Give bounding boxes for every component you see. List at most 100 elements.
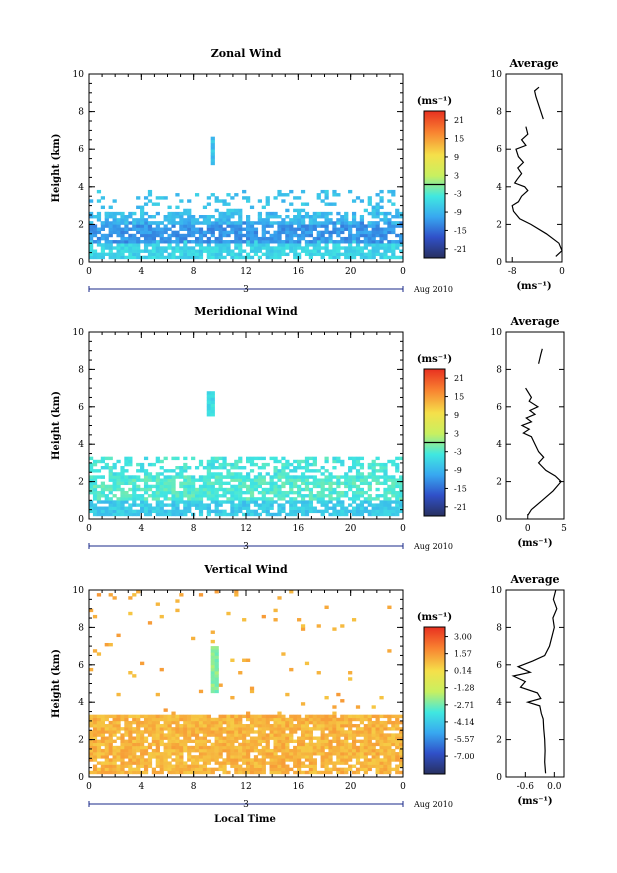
heatmap-cell — [143, 764, 149, 768]
heatmap-cell — [289, 739, 294, 744]
heatmap-cell — [238, 509, 243, 514]
heatmap-cell — [163, 733, 168, 737]
heatmap-cell — [175, 243, 180, 247]
heatmap-cell — [218, 512, 223, 517]
heatmap-cell — [112, 727, 117, 731]
heatmap-cell — [230, 727, 235, 731]
heatmap-cell — [222, 714, 227, 719]
heatmap-cell — [273, 249, 278, 253]
heatmap-cell — [210, 742, 215, 747]
heatmap-cell — [198, 240, 204, 244]
heatmap-cell — [202, 764, 208, 768]
heatmap-cell — [285, 770, 290, 775]
heatmap-cell — [332, 739, 337, 744]
heatmap-cell — [351, 215, 357, 219]
heatmap-cell — [383, 497, 388, 501]
heatmap-cell — [175, 506, 180, 510]
heatmap-cell — [371, 730, 376, 734]
heatmap-cell — [379, 724, 384, 728]
heatmap-cell — [100, 509, 105, 514]
heatmap-cell — [187, 475, 192, 479]
heatmap-cell — [124, 215, 129, 219]
y-tick-label: 8 — [78, 623, 84, 633]
heatmap-cell — [273, 512, 278, 517]
heatmap-cell — [265, 487, 270, 492]
colorbar-tick-label: -9 — [454, 466, 462, 475]
heatmap-cell — [261, 752, 266, 756]
heatmap-cell — [253, 714, 259, 719]
heatmap-cell — [128, 506, 133, 510]
heatmap-cell — [120, 742, 125, 747]
heatmap-cell — [300, 221, 306, 225]
heatmap-cell — [375, 481, 380, 486]
heatmap-cell — [324, 249, 329, 253]
heatmap-cell — [206, 397, 211, 401]
heatmap-cell — [155, 770, 160, 775]
heatmap-cell — [89, 733, 94, 737]
heatmap-cell — [348, 252, 353, 257]
heatmap-cell — [218, 224, 223, 228]
heatmap-cell — [348, 767, 353, 772]
heatmap-cell — [257, 490, 262, 495]
heatmap-cell — [132, 730, 137, 734]
heatmap-cell — [124, 221, 129, 225]
heatmap-cell — [308, 752, 314, 756]
heatmap-cell — [175, 764, 180, 768]
heatmap-cell — [187, 233, 192, 238]
average-y-tick-label: 6 — [496, 661, 502, 671]
heatmap-cell — [198, 720, 204, 725]
heatmap-cell — [128, 720, 133, 725]
heatmap-cell — [151, 490, 157, 495]
heatmap-cell — [308, 506, 314, 510]
heatmap-cell — [261, 466, 266, 470]
heatmap-cell — [132, 761, 137, 765]
heatmap-cell — [348, 727, 353, 731]
heatmap-cell — [379, 466, 384, 470]
heatmap-cell — [155, 748, 160, 753]
heatmap-cell — [92, 475, 98, 479]
heatmap-cell — [167, 764, 172, 768]
heatmap-cell — [351, 246, 357, 250]
heatmap-cell — [194, 767, 200, 772]
heatmap-cell — [206, 227, 211, 231]
heatmap-cell — [351, 475, 357, 479]
heatmap-cell — [308, 230, 314, 235]
heatmap-cell — [222, 720, 227, 725]
heatmap-cell — [391, 224, 396, 228]
heatmap-cell — [261, 745, 266, 750]
heatmap-cell — [363, 490, 368, 495]
heatmap-cell — [183, 249, 188, 253]
heatmap-cell — [194, 249, 200, 253]
heatmap-cell — [132, 742, 137, 747]
heatmap-cell — [312, 717, 317, 722]
heatmap-cell — [340, 699, 345, 703]
y-tick-label: 4 — [78, 183, 84, 193]
heatmap-cell — [379, 233, 384, 238]
heatmap-cell — [92, 478, 98, 482]
heatmap-cell — [92, 614, 98, 619]
heatmap-cell — [348, 478, 353, 482]
heatmap-cell — [167, 243, 172, 247]
heatmap-cell — [344, 761, 349, 765]
heatmap-cell — [159, 233, 164, 238]
heatmap-cell — [395, 745, 400, 750]
heatmap-cell — [359, 249, 365, 253]
heatmap-cell — [163, 484, 168, 489]
heatmap-cell — [155, 692, 160, 697]
colorbar-tick-label: 3 — [454, 171, 459, 180]
heatmap-cell — [391, 221, 396, 225]
heatmap-cell — [379, 742, 384, 747]
heatmap-cell — [187, 240, 192, 244]
heatmap-cell — [120, 221, 125, 225]
heatmap-cell — [210, 689, 215, 694]
heatmap-cell — [249, 236, 255, 241]
heatmap-cell — [112, 506, 117, 510]
heatmap-cell — [202, 761, 208, 765]
heatmap-cell — [140, 758, 145, 762]
heatmap-cell — [222, 462, 227, 467]
heatmap-cell — [92, 714, 98, 719]
heatmap-cell — [312, 243, 317, 247]
heatmap-cell — [297, 494, 302, 498]
heatmap-cell — [300, 487, 306, 492]
heatmap-cell — [391, 512, 396, 517]
